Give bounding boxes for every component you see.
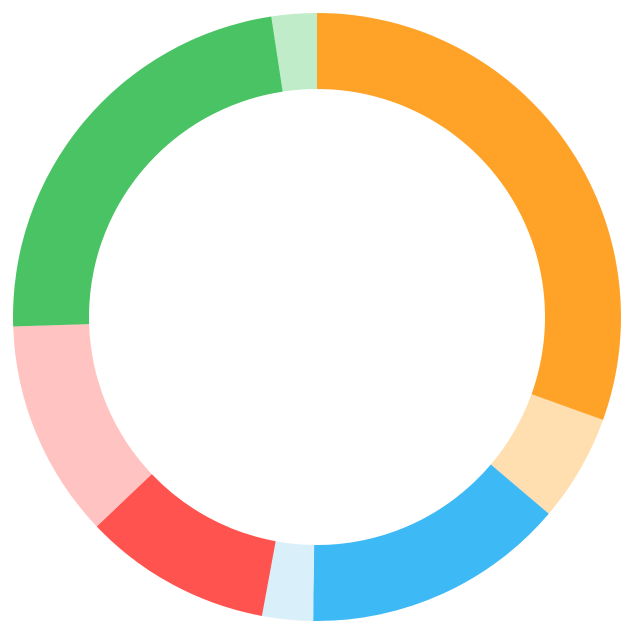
donut-slice-4 — [261, 541, 315, 621]
donut-slice-2 — [490, 394, 604, 514]
donut-slice-1 — [317, 13, 621, 420]
donut-slice-7 — [12, 16, 283, 327]
donut-slice-6 — [13, 324, 152, 527]
donut-slices — [12, 13, 621, 621]
donut-slice-3 — [313, 464, 549, 621]
donut-slice-8 — [271, 13, 317, 92]
donut-slice-5 — [96, 474, 276, 616]
